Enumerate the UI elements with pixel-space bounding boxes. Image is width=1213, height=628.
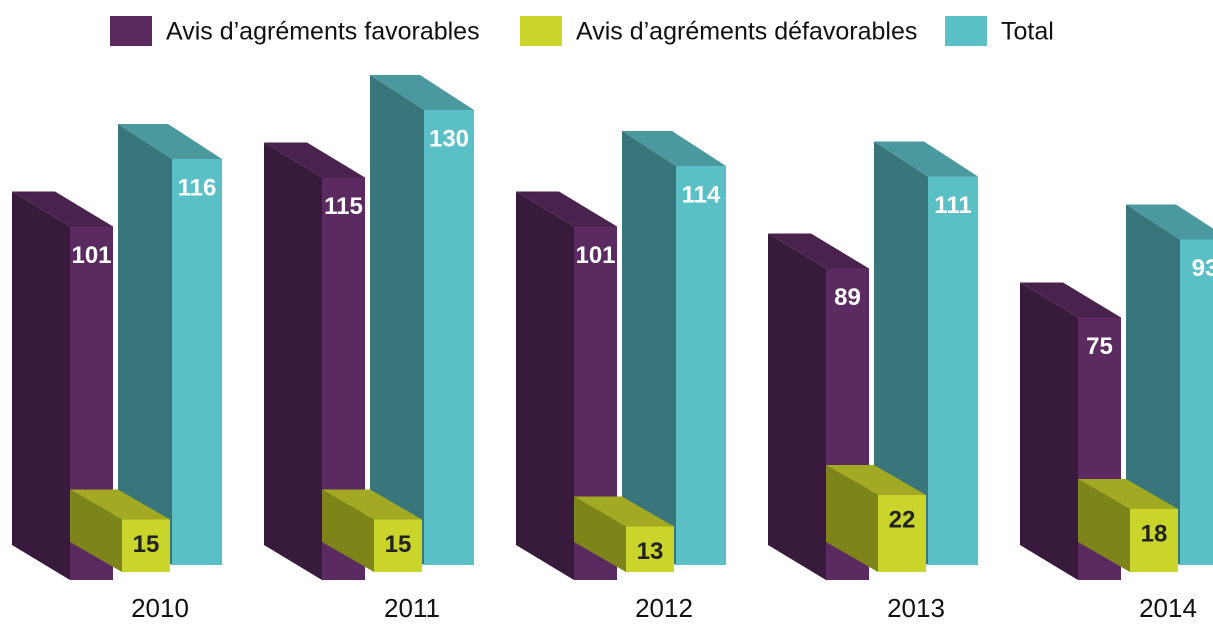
x-tick-label: 2014 <box>1139 593 1197 623</box>
bar-top <box>574 496 674 527</box>
value-label: 89 <box>834 284 861 311</box>
bar-side <box>1078 479 1130 572</box>
bar-side <box>70 489 122 572</box>
value-label: 114 <box>682 181 721 208</box>
bar-top <box>1126 204 1213 240</box>
bar <box>826 465 926 572</box>
value-label: 111 <box>934 192 971 219</box>
value-label: 18 <box>1141 520 1168 547</box>
value-label: 130 <box>429 125 469 152</box>
bar-front <box>626 526 674 572</box>
bar-top <box>622 131 726 166</box>
bar <box>264 142 365 580</box>
value-label: 101 <box>575 242 615 269</box>
bar <box>1078 479 1178 572</box>
legend-swatch <box>110 16 152 46</box>
bar-side <box>370 75 424 565</box>
bar <box>574 496 674 572</box>
bar <box>874 141 978 565</box>
bar-top <box>1020 282 1121 318</box>
bar-front <box>122 519 170 572</box>
legend-swatch <box>520 16 562 46</box>
bar-side <box>118 124 172 565</box>
bar-side <box>1126 204 1180 565</box>
bar-top <box>516 191 617 227</box>
legend-label: Avis d’agréments défavorables <box>576 18 917 46</box>
bar-front <box>322 177 365 580</box>
bar-front <box>928 176 978 565</box>
bar-top <box>370 75 474 110</box>
bar-top <box>264 142 365 178</box>
bar-top <box>322 489 422 520</box>
bar-top <box>70 489 170 520</box>
x-tick-label: 2013 <box>887 593 945 623</box>
value-label: 93 <box>1192 255 1213 282</box>
bar-side <box>768 233 826 580</box>
bar-top <box>826 465 926 495</box>
bar <box>322 489 422 572</box>
bar-top <box>874 141 978 177</box>
bar-side <box>322 489 374 572</box>
bar-top <box>118 124 222 159</box>
legend-label: Avis d’agréments favorables <box>166 18 480 46</box>
bar-side <box>516 191 574 580</box>
bar <box>516 191 617 580</box>
bar-side <box>1020 282 1078 580</box>
bar-front <box>1130 509 1178 572</box>
bar <box>1126 204 1213 565</box>
bar-side <box>622 131 676 565</box>
value-label: 75 <box>1086 333 1113 360</box>
bar-side <box>574 496 626 572</box>
legend-swatch <box>945 16 987 46</box>
bar-front <box>878 495 926 572</box>
value-label: 15 <box>385 531 412 558</box>
bar-top <box>1078 479 1178 509</box>
bar <box>118 124 222 565</box>
bar-front <box>374 519 422 572</box>
bar-side <box>874 141 928 565</box>
bar-side <box>826 465 878 572</box>
bar-top <box>12 191 113 227</box>
bar-side <box>12 191 70 580</box>
bar-side <box>264 142 322 580</box>
bar-front <box>424 110 474 565</box>
x-tick-label: 2012 <box>635 593 693 623</box>
bar-top <box>768 233 869 269</box>
bar-front <box>574 226 617 580</box>
value-label: 22 <box>889 506 916 533</box>
value-label: 15 <box>133 531 160 558</box>
bar <box>622 131 726 565</box>
bar <box>370 75 474 565</box>
bar-front <box>1180 239 1213 565</box>
bar-front <box>676 166 726 565</box>
bar-front <box>172 159 222 565</box>
x-tick-label: 2011 <box>384 593 440 623</box>
bar <box>70 489 170 572</box>
value-label: 115 <box>324 193 363 220</box>
value-label: 101 <box>71 242 111 269</box>
value-label: 116 <box>178 174 217 201</box>
legend-label: Total <box>1001 18 1054 46</box>
x-tick-label: 2010 <box>131 593 189 623</box>
value-label: 13 <box>637 538 664 565</box>
